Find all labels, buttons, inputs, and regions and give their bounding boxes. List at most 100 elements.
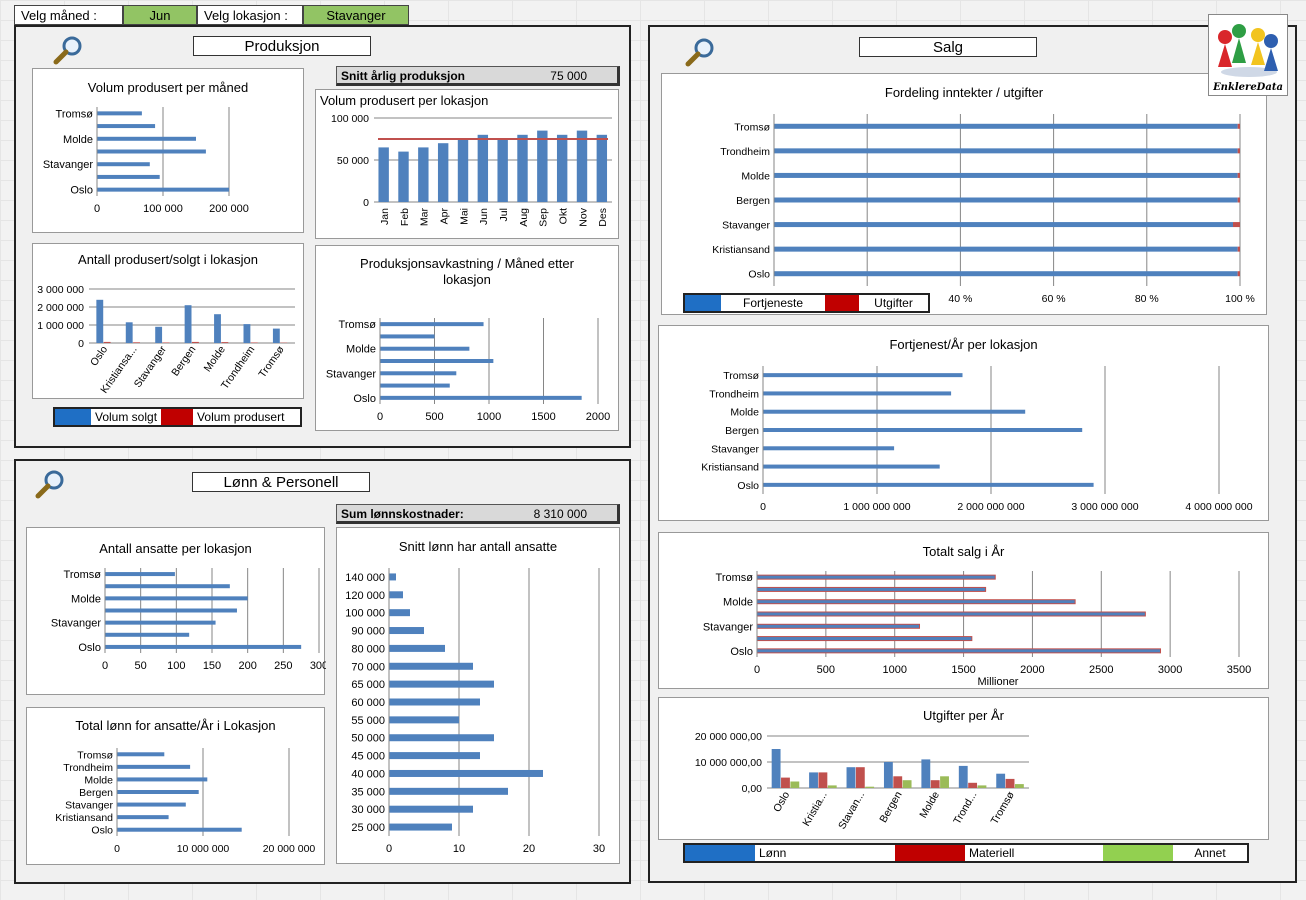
y-tick-label: Oslo [353, 393, 376, 405]
bar [418, 147, 429, 202]
bar [818, 772, 828, 788]
bar [97, 162, 150, 167]
x-tick-label: 0 [386, 843, 392, 855]
bar [756, 586, 987, 592]
bar [389, 698, 480, 706]
x-tick-label: 3500 [1227, 664, 1251, 676]
x-tick-label: Stavan... [836, 790, 867, 832]
x-tick-label: Des [597, 208, 609, 227]
legend-swatch [161, 409, 194, 425]
y-tick-label: Molde [346, 344, 376, 356]
bar [97, 149, 206, 154]
x-tick-label: Bergen [877, 789, 904, 824]
x-tick-label: Oslo [88, 344, 110, 369]
y-tick-label: Stavanger [43, 159, 93, 171]
magnifier-icon[interactable] [34, 468, 66, 500]
month-label: Velg måned : [14, 5, 123, 25]
y-tick-label: Tromsø [77, 749, 113, 761]
y-tick-label: 40 000 [351, 768, 385, 780]
bar [902, 780, 912, 788]
bar [958, 765, 968, 788]
x-tick-label: 0 [754, 664, 760, 676]
y-tick-label: 120 000 [345, 590, 385, 602]
location-label: Velg lokasjon : [197, 5, 303, 25]
y-tick-label: 30 000 [351, 804, 385, 816]
y-tick-label: Stavanger [711, 443, 759, 455]
chart-title: Utgifter per År [923, 708, 1004, 723]
y-tick-label: Tromsø [64, 569, 102, 581]
y-tick-label: Molde [741, 170, 770, 182]
chart-title: Snitt lønn har antall ansatte [398, 539, 558, 554]
y-tick-label: 60 000 [351, 697, 385, 709]
magnifier-icon[interactable] [52, 34, 84, 66]
bar [756, 574, 996, 580]
x-tick-label: 0 [102, 660, 108, 672]
bar [977, 785, 987, 788]
y-tick-label: Trondheim [63, 762, 113, 774]
fordeling-chart: Fordeling inntekter / utgifter 0 %20 %40… [661, 73, 1267, 315]
y-tick-label: 55 000 [351, 715, 385, 727]
legend-swatch [685, 295, 721, 311]
x-axis-label: Millioner [978, 676, 1019, 688]
y-tick-label: Molde [63, 134, 93, 146]
antall-lok-chart: Antall produsert/solgt i lokasjon 0 1 000… [32, 243, 304, 399]
bar [96, 299, 104, 343]
y-tick-label: Oslo [748, 269, 770, 281]
bar [883, 762, 893, 788]
y-tick-label: Oslo [730, 646, 753, 658]
chart-title: Produksjonsavkastning / Måned etter loka… [360, 256, 574, 287]
y-tick-label: Trondheim [720, 146, 770, 158]
bar [389, 752, 480, 760]
bar [389, 823, 452, 831]
logo-text: EnklereData [1213, 82, 1283, 93]
x-tick-label: 500 [817, 664, 835, 676]
y-tick-label: Molde [723, 597, 753, 609]
bar [781, 777, 790, 788]
legend-swatch [895, 845, 965, 861]
magnifier-icon[interactable] [684, 36, 716, 68]
y-tick-label: Kristiansand [55, 812, 113, 824]
bar [774, 271, 1238, 277]
bar [380, 334, 435, 339]
bar [497, 139, 508, 202]
bar [117, 815, 169, 820]
bar [774, 148, 1238, 154]
x-tick-label: 60 % [1042, 293, 1066, 305]
y-tick-label: 1 000 000 [37, 320, 84, 332]
bar [996, 773, 1006, 788]
y-tick-label: Stavanger [51, 618, 101, 630]
bar [921, 759, 931, 788]
chart-title: Totalt salg i År [922, 544, 1005, 559]
bar [771, 749, 781, 788]
bar [1237, 197, 1240, 203]
bar [105, 632, 190, 637]
y-tick-label: Oslo [78, 642, 101, 654]
x-tick-label: 200 000 [209, 203, 249, 215]
y-tick-label: 50 000 [337, 155, 369, 167]
bar [389, 662, 473, 670]
bar [1237, 148, 1240, 154]
x-tick-label: 100 [167, 660, 185, 672]
bar [846, 767, 856, 788]
y-tick-label: 140 000 [345, 572, 385, 584]
y-tick-label: 0 [363, 197, 369, 209]
x-tick-label: 3000 [1158, 664, 1182, 676]
bar [774, 246, 1238, 252]
bar [380, 395, 582, 400]
x-tick-label: 3 000 000 000 [1071, 501, 1138, 513]
y-tick-label: 2 000 000 [37, 302, 84, 314]
month-select[interactable]: Jun [123, 5, 197, 25]
bar [763, 464, 940, 469]
logo-figures-icon [1218, 24, 1278, 77]
bar [517, 134, 528, 202]
location-select[interactable]: Stavanger [303, 5, 409, 25]
utgifter-legend: Lønn Materiell Annet [683, 843, 1249, 863]
legend-label: Lønn [755, 845, 895, 861]
bar [389, 680, 494, 688]
bar [125, 322, 133, 343]
legend-label: Volum solgt [91, 409, 162, 425]
bar [763, 373, 963, 378]
lonn-kpi: Sum lønnskostnader: 8 310 000 [336, 504, 620, 524]
bar [1237, 271, 1240, 277]
bar [389, 609, 410, 617]
